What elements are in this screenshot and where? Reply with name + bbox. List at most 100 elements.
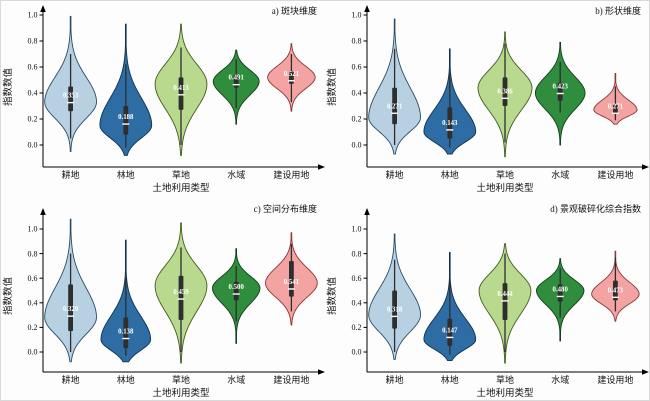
violin-forest: 0.188 — [99, 23, 153, 156]
violin-water: 0.423 — [534, 41, 586, 146]
violin-construction-land: 0.473 — [591, 250, 640, 322]
box-grassland — [178, 77, 184, 110]
category-label-grassland: 草地 — [496, 169, 514, 180]
value-label-forest: 0.188 — [118, 114, 134, 121]
value-label-cropland: 0.318 — [387, 306, 403, 313]
value-label-grassland: 0.413 — [173, 85, 189, 92]
x-axis-arrow — [642, 369, 649, 375]
violin-construction-land: 0.541 — [265, 232, 318, 326]
x-axis-arrow — [318, 164, 325, 170]
value-label-construction-land: 0.473 — [608, 287, 624, 294]
category-label-grassland: 草地 — [496, 374, 514, 385]
y-axis-arrow — [364, 208, 370, 215]
y-tick-label: 0.8 — [28, 249, 38, 258]
category-label-water: 水域 — [227, 374, 245, 385]
box-cropland — [68, 284, 73, 332]
box-grassland — [178, 275, 184, 321]
x-axis-title: 土地利用类型 — [152, 387, 210, 399]
y-axis-title: 指数数值 — [326, 68, 338, 107]
value-label-water: 0.423 — [553, 84, 569, 91]
category-label-forest: 林地 — [117, 169, 135, 180]
panel-title: c) 空间分布维度 — [254, 203, 317, 214]
violin-cropland: 0.318 — [368, 233, 421, 360]
y-tick-label: 0.0 — [352, 348, 362, 357]
y-axis-title: 指数数值 — [2, 277, 14, 316]
y-tick-label: 0.2 — [28, 115, 38, 124]
y-tick-label: 1.0 — [352, 11, 362, 20]
box-construction-land — [613, 280, 618, 301]
y-tick-label: 0.6 — [28, 63, 38, 72]
y-tick-label: 0.6 — [28, 274, 38, 283]
x-axis-title: 土地利用类型 — [476, 387, 534, 399]
box-forest — [447, 318, 453, 346]
panel-title: b) 形状维度 — [595, 5, 641, 16]
category-label-grassland: 草地 — [172, 169, 190, 180]
box-cropland — [68, 86, 73, 112]
category-label-construction-land: 建设用地 — [597, 374, 633, 385]
value-label-construction-land: 0.271 — [608, 103, 624, 110]
y-tick-label: 1.0 — [352, 225, 362, 234]
box-construction-land — [289, 260, 294, 297]
value-label-construction-land: 0.521 — [284, 71, 300, 78]
category-label-forest: 林地 — [117, 374, 135, 385]
y-tick-label: 0.2 — [352, 115, 362, 124]
y-tick-label: 0.4 — [28, 299, 38, 308]
violin-construction-land: 0.521 — [267, 43, 316, 112]
y-axis-arrow — [364, 5, 370, 12]
violin-water: 0.480 — [536, 258, 585, 342]
violin-water: 0.491 — [212, 49, 260, 125]
category-label-forest: 林地 — [441, 374, 459, 385]
y-axis-arrow — [40, 208, 46, 215]
x-axis-arrow — [642, 164, 649, 170]
violin-forest: 0.143 — [423, 48, 477, 155]
violin-grassland: 0.413 — [154, 23, 208, 156]
value-label-forest: 0.147 — [442, 327, 458, 334]
box-cropland — [392, 290, 397, 329]
box-cropland — [392, 87, 397, 125]
y-axis-title: 指数数值 — [326, 277, 338, 316]
y-tick-label: 0.4 — [352, 299, 362, 308]
category-label-water: 水域 — [227, 169, 245, 180]
box-forest — [123, 317, 129, 349]
y-tick-label: 0.6 — [352, 274, 362, 283]
x-axis-title: 土地利用类型 — [152, 182, 210, 194]
violin-forest: 0.138 — [100, 239, 152, 363]
y-tick-label: 0.2 — [28, 323, 38, 332]
value-label-construction-land: 0.541 — [284, 279, 300, 286]
violin-cropland: 0.320 — [44, 218, 97, 363]
box-forest — [447, 107, 453, 139]
y-tick-label: 0.8 — [28, 37, 38, 46]
value-label-cropland: 0.271 — [387, 103, 403, 110]
value-label-grassland: 0.444 — [497, 291, 513, 298]
y-tick-label: 0.0 — [352, 141, 362, 150]
y-axis-arrow — [40, 5, 46, 12]
y-axis-title: 指数数值 — [2, 68, 14, 107]
y-tick-label: 0.0 — [28, 348, 38, 357]
category-label-construction-land: 建设用地 — [597, 169, 633, 180]
y-tick-label: 1.0 — [28, 11, 38, 20]
y-tick-label: 0.4 — [352, 89, 362, 98]
category-label-construction-land: 建设用地 — [273, 169, 309, 180]
category-label-cropland: 耕地 — [62, 374, 80, 385]
violin-cropland: 0.353 — [44, 15, 97, 152]
violin-cropland: 0.271 — [368, 18, 421, 155]
y-tick-label: 0.0 — [28, 141, 38, 150]
category-label-water: 水域 — [551, 374, 569, 385]
value-label-water: 0.500 — [229, 284, 245, 291]
violin-water: 0.500 — [212, 248, 261, 344]
value-label-water: 0.480 — [553, 286, 569, 293]
box-water — [557, 284, 563, 302]
value-label-water: 0.491 — [229, 75, 245, 82]
y-tick-label: 0.6 — [352, 63, 362, 72]
category-label-grassland: 草地 — [172, 374, 190, 385]
category-label-forest: 林地 — [441, 169, 459, 180]
x-axis-arrow — [318, 369, 325, 375]
box-water — [233, 281, 239, 301]
value-label-grassland: 0.386 — [497, 88, 513, 95]
violin-grassland: 0.386 — [477, 31, 533, 158]
category-label-cropland: 耕地 — [62, 169, 80, 180]
